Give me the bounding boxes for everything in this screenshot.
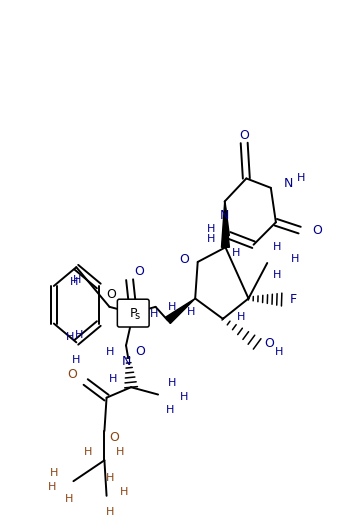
- Polygon shape: [165, 298, 195, 323]
- Text: H: H: [207, 235, 216, 245]
- Text: H: H: [180, 391, 188, 401]
- Text: F: F: [290, 293, 297, 306]
- Text: s: s: [135, 311, 140, 321]
- Text: H: H: [275, 347, 283, 357]
- Text: H: H: [116, 448, 125, 458]
- Text: O: O: [135, 265, 144, 278]
- FancyBboxPatch shape: [117, 299, 149, 327]
- Text: H: H: [69, 277, 78, 287]
- Text: N: N: [122, 356, 131, 369]
- Text: H: H: [207, 225, 215, 235]
- Text: H: H: [84, 448, 93, 458]
- Text: H: H: [168, 301, 176, 311]
- Text: H: H: [273, 242, 281, 252]
- Text: O: O: [313, 224, 322, 237]
- Text: H: H: [48, 482, 56, 492]
- Text: H: H: [232, 248, 240, 258]
- Text: H: H: [150, 309, 158, 319]
- Text: H: H: [106, 507, 115, 517]
- Text: H: H: [120, 487, 129, 497]
- Polygon shape: [221, 201, 229, 247]
- Text: H: H: [106, 347, 114, 357]
- Text: H: H: [49, 468, 58, 478]
- Text: O: O: [135, 345, 145, 358]
- Text: P: P: [130, 307, 137, 320]
- Text: H: H: [168, 378, 176, 388]
- Text: H: H: [73, 275, 81, 285]
- Text: N: N: [220, 209, 229, 222]
- Text: H: H: [65, 494, 74, 504]
- Text: O: O: [109, 430, 119, 443]
- Text: H: H: [109, 375, 117, 385]
- Text: N: N: [284, 177, 293, 190]
- Text: H: H: [66, 332, 74, 342]
- Text: O: O: [106, 288, 117, 301]
- Text: H: H: [75, 330, 83, 340]
- Text: H: H: [166, 406, 174, 416]
- Text: H: H: [273, 270, 281, 280]
- Text: O: O: [67, 368, 77, 381]
- Text: O: O: [179, 254, 189, 267]
- Text: H: H: [291, 254, 299, 264]
- Text: O: O: [239, 128, 249, 141]
- Text: H: H: [72, 355, 81, 365]
- Text: H: H: [187, 307, 195, 317]
- Text: H: H: [106, 473, 115, 483]
- Text: H: H: [237, 312, 245, 322]
- Text: O: O: [264, 337, 274, 350]
- Text: H: H: [297, 173, 305, 183]
